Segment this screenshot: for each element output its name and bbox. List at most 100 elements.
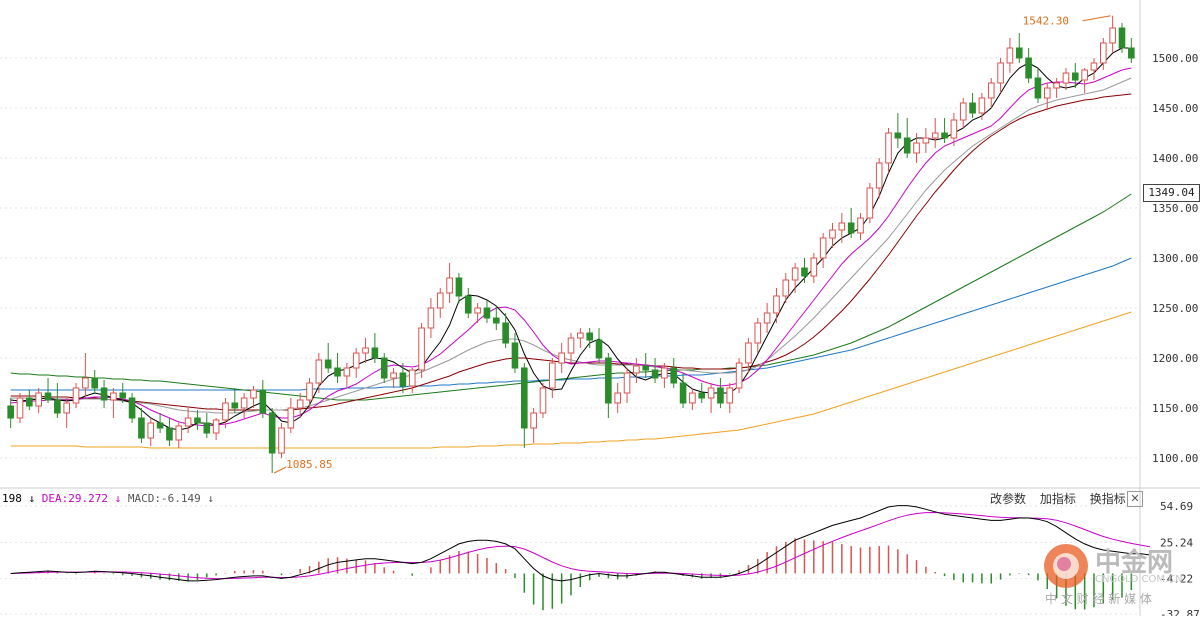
macd-tick-label: 54.69	[1160, 500, 1193, 513]
candle-body	[1100, 42, 1107, 64]
dif-arrow-icon: ↓	[28, 492, 36, 505]
candle-body	[502, 322, 509, 344]
candle-body	[707, 387, 715, 399]
candle-body	[91, 377, 99, 389]
candle-body	[614, 392, 621, 404]
candle-body	[698, 392, 706, 399]
candle-body	[651, 369, 659, 379]
candle-body	[763, 312, 771, 324]
macd-label: MACD:-6.149	[127, 492, 201, 505]
candle-body	[791, 267, 799, 281]
candle-body	[166, 427, 173, 441]
candle-body	[259, 389, 267, 414]
candle-body	[689, 392, 696, 404]
candle-body	[63, 402, 71, 414]
candle-body	[1128, 47, 1135, 59]
watermark-logo-icon	[1044, 544, 1088, 588]
price-tick-label: 1500.00	[1152, 52, 1198, 65]
candle-body	[1109, 27, 1116, 44]
candle-body	[306, 382, 313, 401]
candle-body	[829, 229, 836, 239]
candle-body	[492, 317, 500, 324]
candle-body	[362, 347, 369, 354]
dea-label: DEA:29.272	[41, 492, 108, 505]
candle-body	[1006, 47, 1014, 64]
candle-body	[1090, 62, 1098, 71]
candle-body	[184, 417, 192, 427]
ma250-line	[10, 311, 1132, 449]
candle-body	[7, 405, 14, 419]
candle-body	[549, 362, 556, 389]
candle-body	[371, 347, 379, 359]
price-tick-label: 1100.00	[1152, 452, 1198, 465]
candle-body	[866, 187, 874, 219]
candle-body	[436, 292, 444, 309]
candle-body	[138, 417, 145, 439]
candle-body	[642, 365, 650, 371]
add-indicator-button[interactable]: 加指标	[1039, 492, 1076, 506]
candle-body	[623, 372, 631, 394]
current-price-tag: 1349.04	[1143, 184, 1200, 202]
candle-body	[810, 257, 818, 277]
candle-body	[885, 132, 892, 164]
candle-body	[595, 339, 603, 359]
watermark-url: CNGOLD.COM.CN	[1095, 574, 1183, 585]
candle-body	[1053, 82, 1060, 89]
low-price-label: 1085.85	[286, 458, 332, 471]
candle-body	[334, 367, 341, 377]
macd-legend: 198 ↓ DEA:29.272 ↓ MACD:-6.149 ↓	[2, 492, 214, 505]
candle-body	[278, 427, 285, 454]
dea-line	[10, 511, 1151, 580]
candle-body	[894, 132, 902, 139]
price-tick-label: 1350.00	[1152, 202, 1198, 215]
candle-body	[1025, 57, 1032, 79]
candle-body	[1043, 87, 1051, 99]
candle-body	[1062, 72, 1070, 84]
candle-body	[390, 372, 397, 379]
candle-body	[212, 419, 220, 434]
high-price-label: 1542.30	[1023, 15, 1069, 28]
dif-partial-label: 198	[2, 492, 22, 505]
indicator-toolbar: 改参数 加指标 换指标	[990, 490, 1136, 507]
ma120-line	[10, 257, 1132, 391]
price-tick-label: 1150.00	[1152, 402, 1198, 415]
candle-body	[315, 359, 323, 384]
candle-body	[847, 222, 855, 234]
candle-body	[1071, 72, 1079, 81]
ma60-line	[10, 193, 1132, 401]
candle-body	[44, 392, 52, 401]
price-tick-label: 1300.00	[1152, 252, 1198, 265]
candle-body	[343, 367, 351, 377]
candle-body	[296, 399, 304, 409]
candle-body	[903, 137, 911, 154]
candle-body	[745, 342, 752, 364]
candle-body	[268, 412, 276, 454]
candle-body	[156, 422, 164, 429]
high-marker-line	[1082, 15, 1111, 22]
macd-tick-label: -4.22	[1160, 573, 1193, 586]
modify-params-button[interactable]: 改参数	[990, 492, 1027, 506]
close-indicator-button[interactable]: ✕	[1127, 491, 1143, 507]
switch-indicator-button[interactable]: 换指标	[1089, 492, 1126, 506]
candle-body	[352, 352, 360, 369]
candle-body	[240, 397, 248, 409]
candle-body	[324, 359, 332, 369]
candle-body	[978, 97, 986, 114]
candle-body	[194, 417, 201, 424]
dea-arrow-icon: ↓	[114, 492, 122, 505]
candle-body	[250, 389, 257, 399]
candle-body	[147, 422, 155, 439]
candle-body	[54, 399, 61, 414]
candle-body	[455, 277, 463, 297]
candle-body	[72, 387, 80, 404]
candle-body	[521, 367, 528, 429]
candle-body	[735, 362, 743, 389]
candle-body	[875, 162, 883, 189]
candle-body	[474, 307, 481, 314]
candle-body	[100, 387, 108, 401]
candle-body	[1015, 47, 1023, 59]
candle-body	[380, 357, 388, 379]
price-tick-label: 1450.00	[1152, 102, 1198, 115]
price-tick-label: 1400.00	[1152, 152, 1198, 165]
